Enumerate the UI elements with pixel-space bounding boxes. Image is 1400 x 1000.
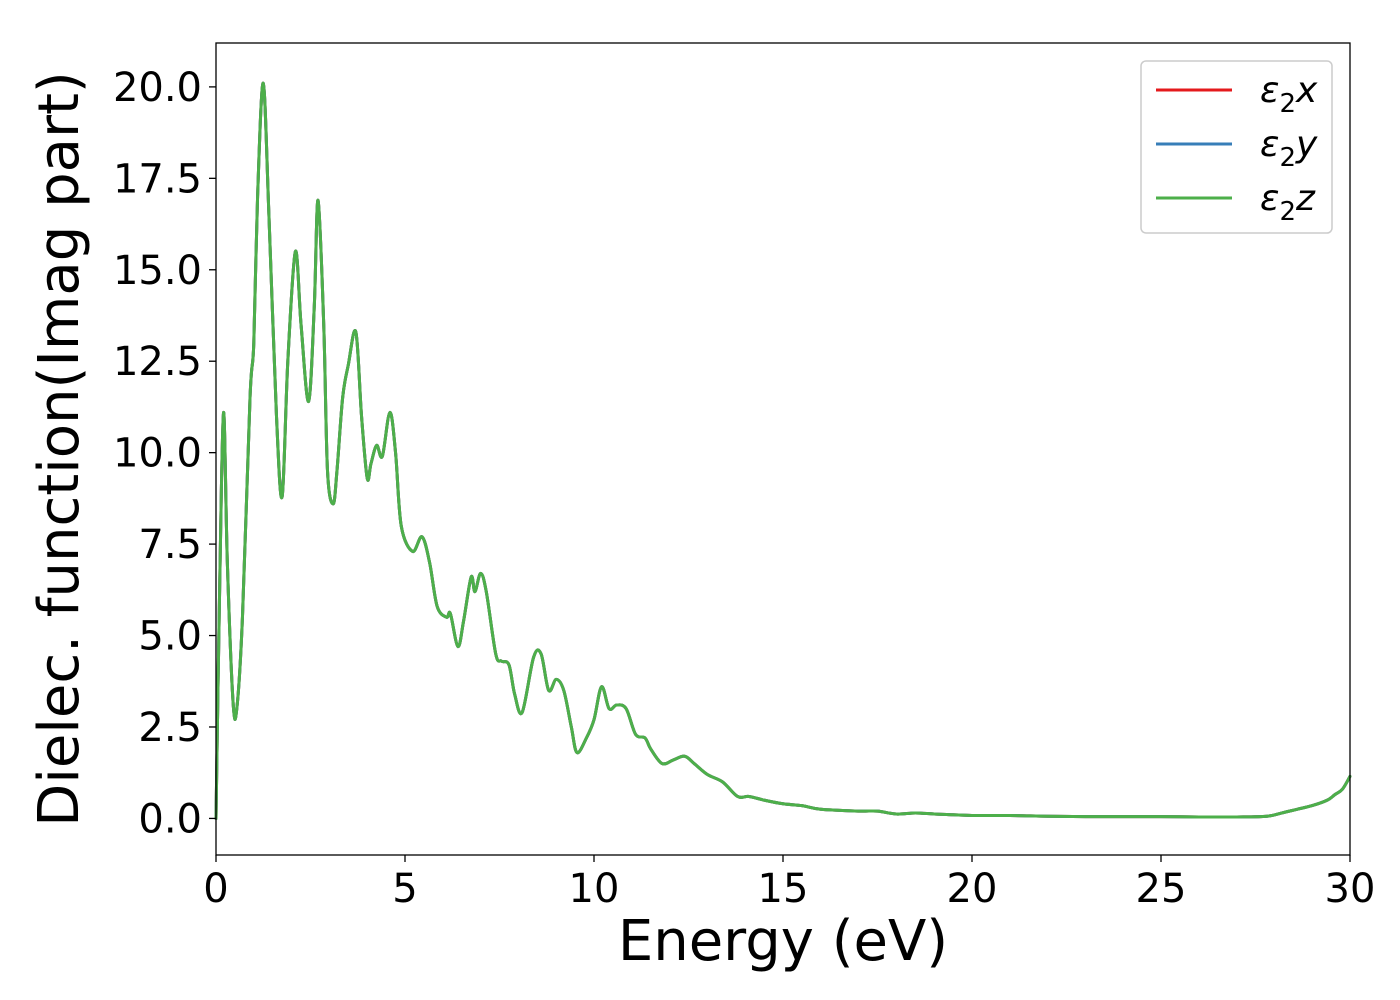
series-layer: [214, 81, 1352, 820]
y-tick-label: 10.0: [113, 431, 202, 477]
y-tick-label: 2.5: [138, 705, 202, 751]
x-tick-label: 25: [1136, 866, 1187, 912]
y-tick-label: 5.0: [138, 614, 202, 660]
legend-label-2: ε2y: [1260, 124, 1318, 173]
legend: ε2x ε2y ε2z: [1140, 60, 1333, 234]
y-tick-label: 15.0: [113, 248, 202, 294]
y-tick-label: 20.0: [113, 65, 202, 111]
series-line-3: [214, 81, 1352, 820]
x-axis-label: Energy (eV): [618, 909, 948, 974]
x-tick-label: 30: [1325, 866, 1376, 912]
x-tick-label: 10: [569, 866, 620, 912]
legend-box: [1140, 60, 1333, 234]
x-tick-label: 0: [203, 866, 228, 912]
y-tick-label: 7.5: [138, 522, 202, 568]
x-tick-label: 5: [392, 866, 417, 912]
x-tick-label: 15: [758, 866, 809, 912]
legend-label-3: ε2z: [1260, 178, 1316, 227]
x-tick-label: 20: [947, 866, 998, 912]
x-axis: 0 5 10 15 20 25 30: [203, 855, 1375, 912]
y-axis: 0.0 2.5 5.0 7.5 10.0 12.5 15.0 17.5 20.0: [113, 65, 216, 842]
y-tick-label: 0.0: [138, 796, 202, 842]
y-tick-label: 12.5: [113, 339, 202, 385]
y-tick-label: 17.5: [113, 156, 202, 202]
y-axis-label: Dielec. function(Imag part): [27, 71, 92, 827]
legend-label-1: ε2x: [1260, 70, 1318, 119]
